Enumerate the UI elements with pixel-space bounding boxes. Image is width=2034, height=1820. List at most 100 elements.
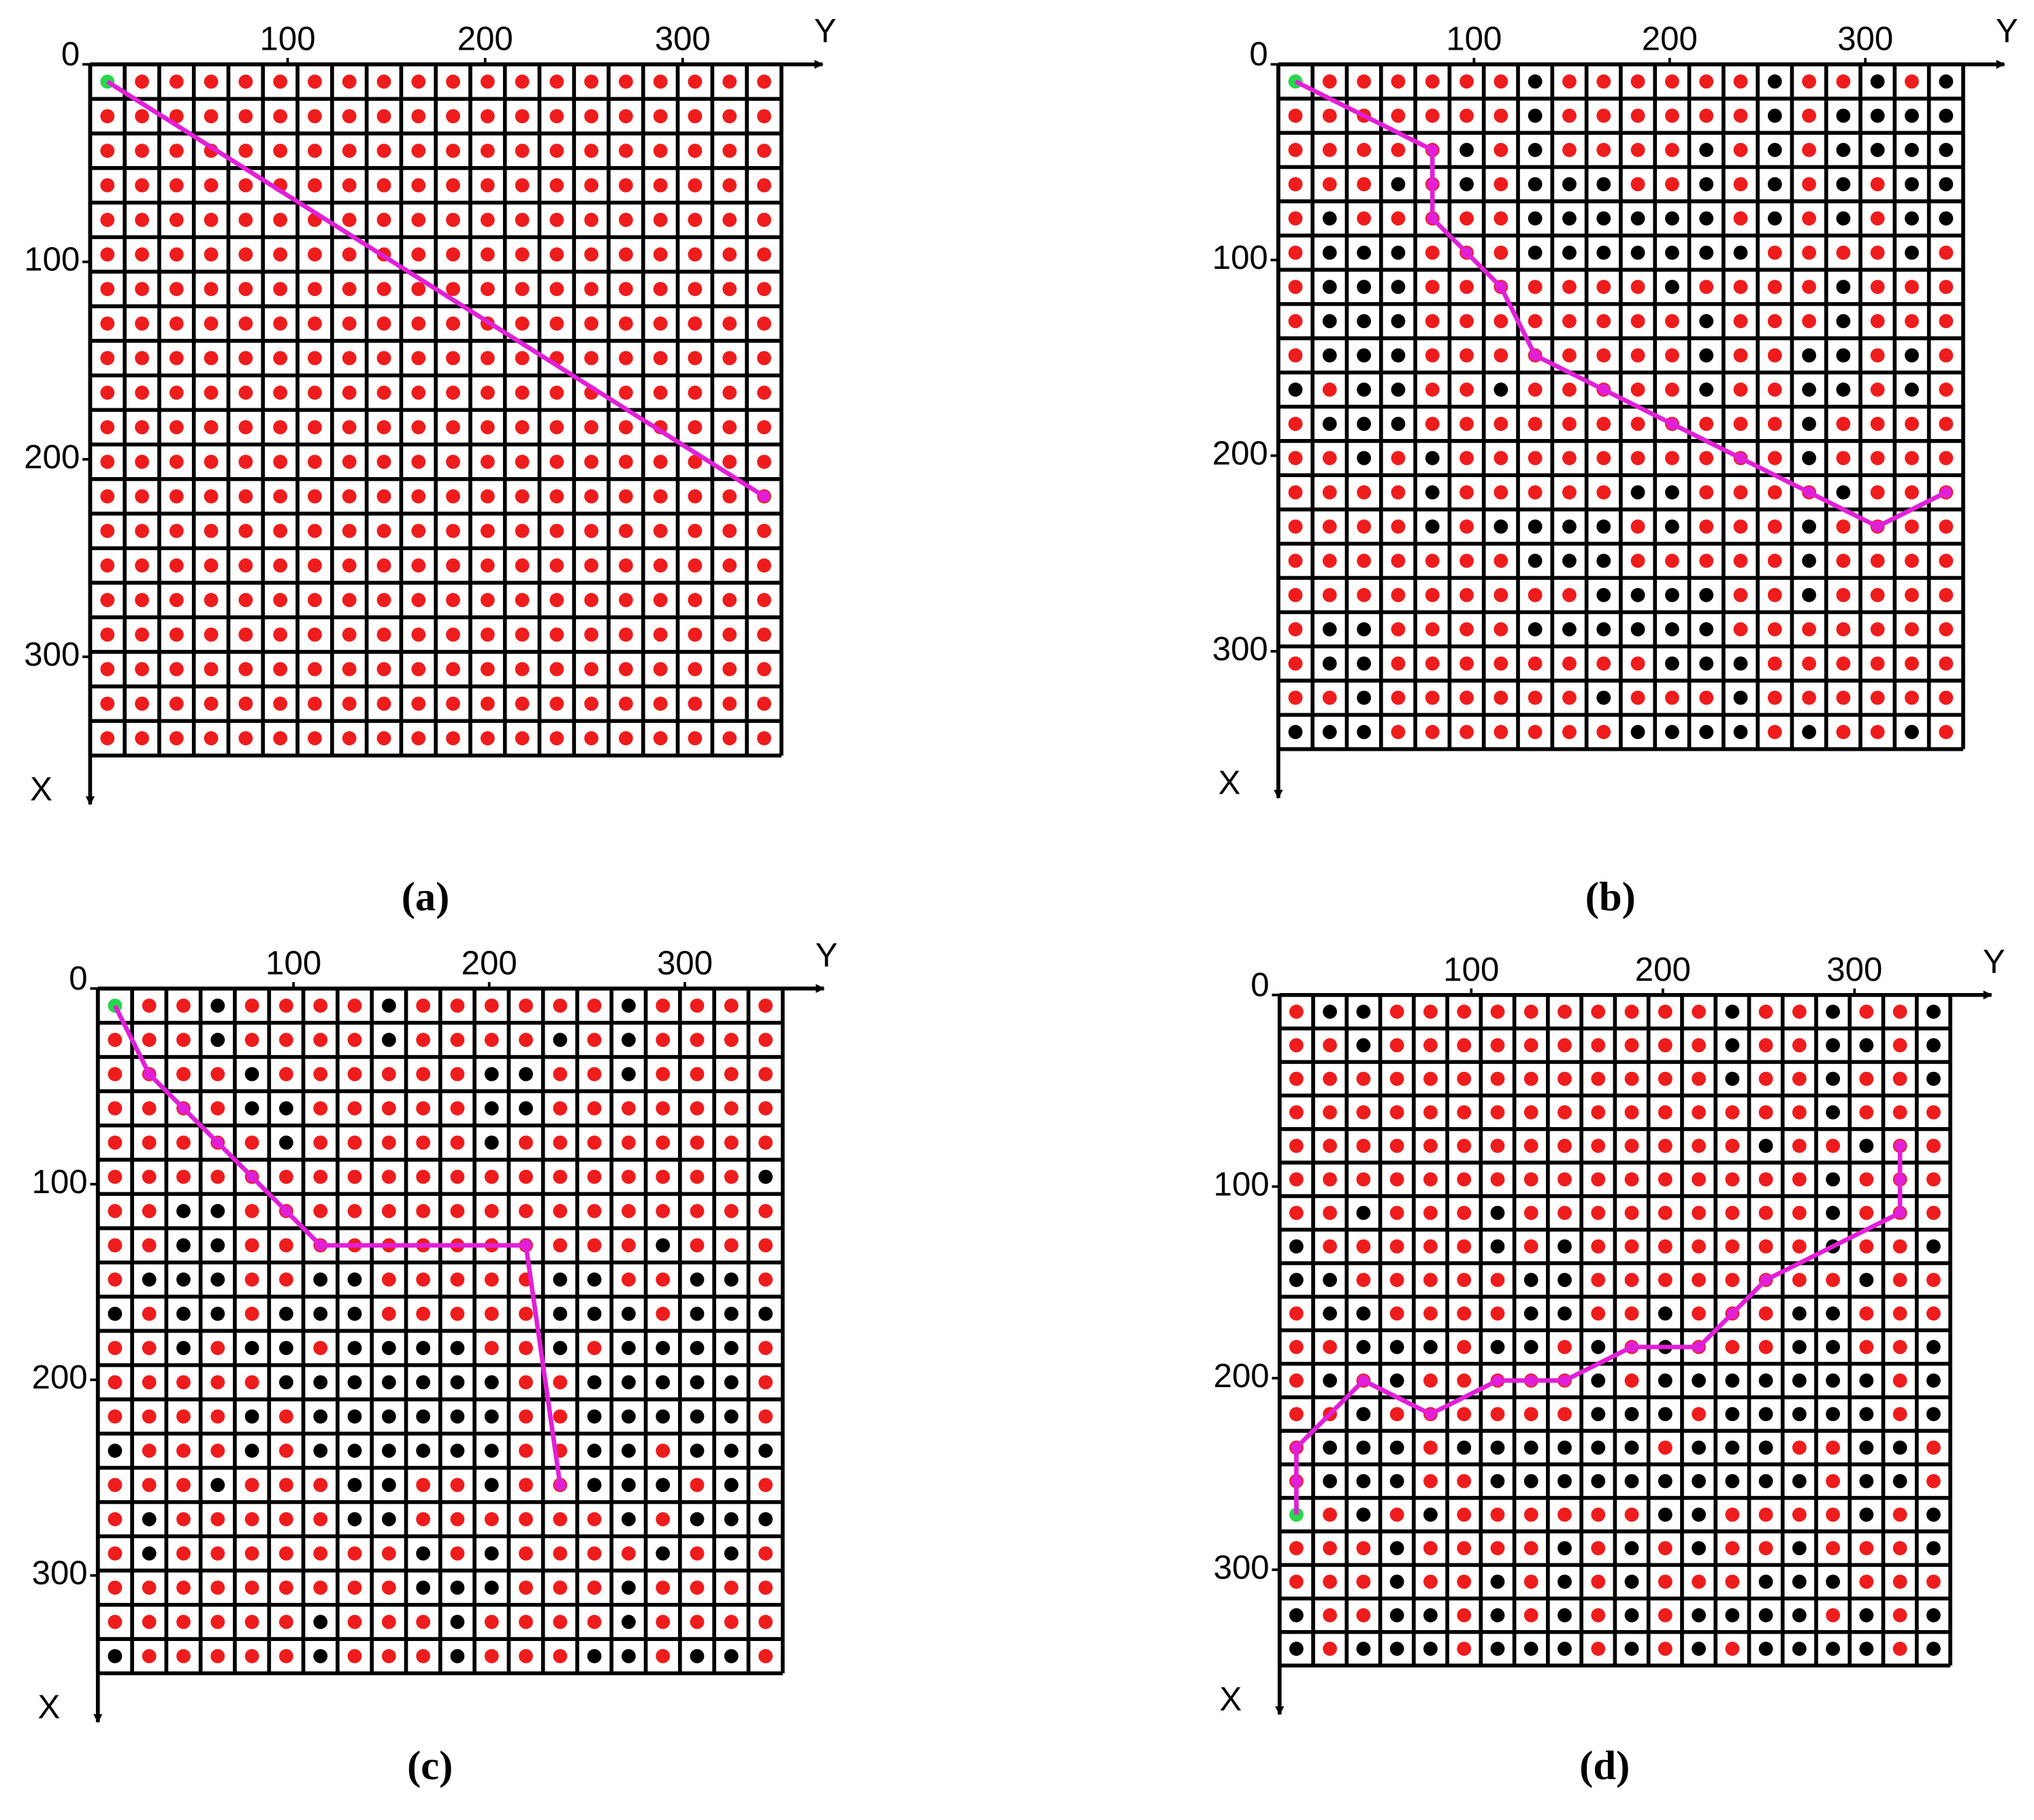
free-cell — [688, 212, 703, 227]
free-cell — [1457, 1205, 1472, 1220]
free-cell — [1624, 1005, 1639, 1019]
free-cell — [313, 1341, 328, 1355]
obstacle-cell — [758, 1444, 773, 1458]
free-cell — [1836, 690, 1851, 705]
free-cell — [1591, 1172, 1606, 1187]
free-cell — [135, 144, 149, 158]
free-cell — [1423, 1239, 1438, 1254]
free-cell — [238, 558, 253, 573]
free-cell — [342, 144, 357, 158]
obstacle-cell — [1624, 1608, 1639, 1623]
free-cell — [169, 351, 184, 365]
free-cell — [135, 351, 149, 365]
obstacle-cell — [1322, 280, 1337, 294]
free-cell — [176, 1546, 191, 1561]
free-cell — [484, 1203, 499, 1218]
free-cell — [376, 178, 391, 193]
free-cell — [688, 731, 703, 746]
free-cell — [1859, 1574, 1874, 1589]
free-cell — [1357, 211, 1372, 226]
obstacle-cell — [1826, 1038, 1841, 1053]
free-cell — [1767, 417, 1782, 432]
free-cell — [1699, 74, 1714, 89]
free-cell — [515, 178, 530, 193]
free-cell — [619, 178, 633, 193]
free-cell — [108, 1478, 123, 1493]
free-cell — [176, 1067, 191, 1082]
free-cell — [549, 662, 564, 677]
free-cell — [1692, 1172, 1706, 1187]
free-cell — [584, 74, 599, 89]
obstacle-cell — [1792, 1474, 1807, 1489]
path-node — [280, 1205, 292, 1217]
obstacle-cell — [1826, 1642, 1841, 1656]
y-tick-label: 300 — [657, 944, 713, 981]
free-cell — [619, 351, 633, 365]
obstacle-cell — [1658, 1407, 1673, 1421]
free-cell — [135, 212, 149, 227]
free-cell — [1802, 280, 1816, 294]
obstacle-cell — [1596, 587, 1611, 602]
free-cell — [757, 212, 771, 227]
free-cell — [1859, 1205, 1874, 1220]
free-cell — [1494, 622, 1508, 636]
free-cell — [347, 1614, 362, 1629]
obstacle-cell — [1459, 177, 1474, 192]
free-cell — [1423, 1474, 1438, 1489]
free-cell — [1926, 1306, 1941, 1321]
obstacle-cell — [1664, 656, 1679, 671]
free-cell — [1733, 314, 1748, 329]
free-cell — [1459, 108, 1474, 123]
free-cell — [1905, 622, 1919, 636]
obstacle-cell — [1523, 1440, 1538, 1455]
free-cell — [1725, 1574, 1740, 1589]
free-cell — [108, 1375, 123, 1390]
obstacle-cell — [416, 1409, 431, 1424]
free-cell — [688, 523, 703, 538]
free-cell — [142, 1341, 157, 1355]
free-cell — [1591, 1071, 1606, 1086]
free-cell — [1792, 1507, 1807, 1522]
free-cell — [519, 1375, 533, 1390]
free-cell — [480, 593, 495, 607]
free-cell — [244, 1648, 259, 1663]
obstacle-cell — [690, 1648, 705, 1663]
free-cell — [279, 1648, 293, 1663]
free-cell — [381, 1272, 396, 1287]
obstacle-cell — [1664, 622, 1679, 636]
free-cell — [519, 1478, 533, 1493]
free-cell — [376, 144, 391, 158]
obstacle-cell — [1926, 1541, 1941, 1556]
obstacle-cell — [1692, 1541, 1706, 1556]
obstacle-cell — [622, 1033, 636, 1047]
free-cell — [758, 1546, 773, 1561]
free-cell — [656, 1067, 671, 1082]
free-cell — [519, 1614, 533, 1629]
free-cell — [411, 74, 426, 89]
free-cell — [176, 1614, 191, 1629]
free-cell — [176, 1478, 191, 1493]
obstacle-cell — [1792, 1574, 1807, 1589]
free-cell — [1802, 211, 1816, 226]
free-cell — [1658, 1038, 1673, 1053]
free-cell — [411, 455, 426, 469]
free-cell — [653, 455, 668, 469]
free-cell — [1288, 417, 1303, 432]
path-node — [1894, 1173, 1906, 1186]
free-cell — [1905, 690, 1919, 705]
free-cell — [1494, 142, 1508, 157]
obstacle-cell — [1557, 1239, 1572, 1254]
obstacle-cell — [1836, 314, 1851, 329]
obstacle-cell — [1664, 725, 1679, 739]
free-cell — [690, 1203, 705, 1218]
obstacle-cell — [1826, 1005, 1841, 1019]
free-cell — [1767, 485, 1782, 500]
free-cell — [1926, 1172, 1941, 1187]
free-cell — [204, 593, 219, 607]
free-cell — [1490, 1038, 1505, 1053]
free-cell — [238, 455, 253, 469]
free-cell — [1767, 314, 1782, 329]
free-cell — [342, 178, 357, 193]
x-axis-label: X — [1218, 764, 1241, 802]
obstacle-cell — [1288, 383, 1303, 397]
